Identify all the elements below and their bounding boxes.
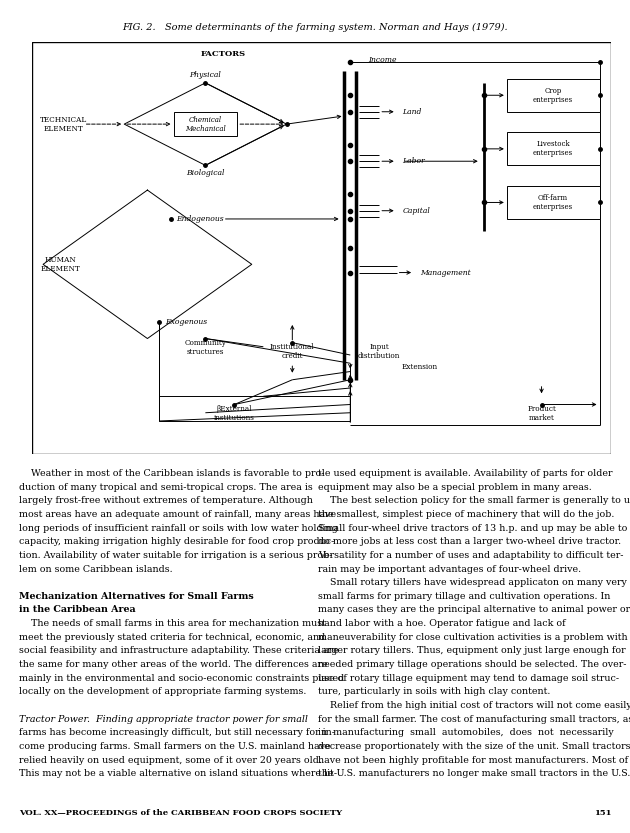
Text: Off-farm
enterprises: Off-farm enterprises [533,194,573,211]
Text: Management: Management [420,268,471,277]
Text: use of rotary tillage equipment may tend to damage soil struc-: use of rotary tillage equipment may tend… [318,674,619,683]
Text: Extension: Extension [402,363,438,372]
Text: long periods of insufficient rainfall or soils with low water holding: long periods of insufficient rainfall or… [19,523,338,532]
Text: ture, particularly in soils with high clay content.: ture, particularly in soils with high cl… [318,687,551,696]
Text: 151: 151 [593,809,611,817]
Text: largely frost-free without extremes of temperature. Although: largely frost-free without extremes of t… [19,496,312,506]
Text: HUMAN
ELEMENT: HUMAN ELEMENT [40,256,81,273]
Text: hand labor with a hoe. Operator fatigue and lack of: hand labor with a hoe. Operator fatigue … [318,619,566,628]
Text: FIG. 2.   Some determinants of the farming system. Norman and Hays (1979).: FIG. 2. Some determinants of the farming… [122,23,508,32]
Text: Chemical
Mechanical: Chemical Mechanical [185,116,226,132]
Bar [507,132,600,166]
Text: lem on some Caribbean islands.: lem on some Caribbean islands. [19,565,173,573]
Text: in the Caribbean Area: in the Caribbean Area [19,606,135,615]
Text: Labor: Labor [403,157,425,165]
Text: small farms for primary tillage and cultivation operations. In: small farms for primary tillage and cult… [318,591,610,601]
Text: Income: Income [368,56,396,64]
Text: TECHNICAL
ELEMENT: TECHNICAL ELEMENT [40,116,87,132]
Text: the U.S. manufacturers no longer make small tractors in the U.S.: the U.S. manufacturers no longer make sm… [318,770,630,778]
Text: mainly in the environmental and socio-economic constraints placed: mainly in the environmental and socio-ec… [19,674,344,683]
Text: the same for many other areas of the world. The differences are: the same for many other areas of the wor… [19,660,328,669]
Text: Exogenous: Exogenous [165,318,207,326]
Text: have not been highly profitable for most manufacturers. Most of: have not been highly profitable for most… [318,756,628,765]
Text: capacity, making irrigation highly desirable for food crop produc-: capacity, making irrigation highly desir… [19,537,335,546]
Text: do more jobs at less cost than a larger two-wheel drive tractor.: do more jobs at less cost than a larger … [318,537,621,546]
Bar [173,112,238,137]
Text: farms has become increasingly difficult, but still necessary for in-: farms has become increasingly difficult,… [19,728,335,737]
Text: Land: Land [403,107,422,116]
Text: tion. Availability of water suitable for irrigation is a serious prob-: tion. Availability of water suitable for… [19,551,333,560]
Text: in  manufacturing  small  automobiles,  does  not  necessarily: in manufacturing small automobiles, does… [318,728,614,737]
Text: maneuverability for close cultivation activities is a problem with: maneuverability for close cultivation ac… [318,633,627,641]
Text: Capital: Capital [403,207,430,215]
Text: relied heavily on used equipment, some of it over 20 years old.: relied heavily on used equipment, some o… [19,756,322,765]
Text: FACTORS: FACTORS [200,50,245,58]
Text: larger rotary tillers. Thus, equipment only just large enough for: larger rotary tillers. Thus, equipment o… [318,646,626,656]
Bar [507,186,600,219]
Text: βExternal
institutions: βExternal institutions [214,405,255,421]
Text: Physical: Physical [190,71,221,79]
Text: duction of many tropical and semi-tropical crops. The area is: duction of many tropical and semi-tropic… [19,482,312,491]
Text: The needs of small farms in this area for mechanization must: The needs of small farms in this area fo… [19,619,326,628]
Text: needed primary tillage operations should be selected. The over-: needed primary tillage operations should… [318,660,626,669]
Text: rain may be important advantages of four-wheel drive.: rain may be important advantages of four… [318,565,581,573]
Text: locally on the development of appropriate farming systems.: locally on the development of appropriat… [19,687,306,696]
Text: VOL. XX—PROCEEDINGS of the CARIBBEAN FOOD CROPS SOCIETY: VOL. XX—PROCEEDINGS of the CARIBBEAN FOO… [19,809,342,817]
Text: Weather in most of the Caribbean islands is favorable to pro-: Weather in most of the Caribbean islands… [19,469,324,478]
Bar [507,79,600,112]
Text: Mechanization Alternatives for Small Farms: Mechanization Alternatives for Small Far… [19,591,254,601]
Text: equipment may also be a special problem in many areas.: equipment may also be a special problem … [318,482,592,491]
Text: social feasibility and infrastructure adaptability. These criteria are: social feasibility and infrastructure ad… [19,646,339,656]
Text: the smallest, simplest piece of machinery that will do the job.: the smallest, simplest piece of machiner… [318,510,614,519]
Text: most areas have an adequate amount of rainfall, many areas have: most areas have an adequate amount of ra… [19,510,336,519]
Text: Livestock
enterprises: Livestock enterprises [533,140,573,157]
Text: Community
structures: Community structures [185,338,226,356]
Text: Tractor Power.  Finding appropriate tractor power for small: Tractor Power. Finding appropriate tract… [19,715,308,724]
Text: Institutional
credit: Institutional credit [270,342,314,360]
Text: The best selection policy for the small farmer is generally to use: The best selection policy for the small … [318,496,630,506]
Text: many cases they are the principal alternative to animal power or: many cases they are the principal altern… [318,606,630,615]
Text: Small rotary tillers have widespread applicaton on many very: Small rotary tillers have widespread app… [318,578,627,587]
Text: come producing farms. Small farmers on the U.S. mainland have: come producing farms. Small farmers on t… [19,742,331,751]
Text: Product
market: Product market [527,405,556,421]
Text: meet the previously stated criteria for technical, economic, and: meet the previously stated criteria for … [19,633,325,641]
Text: Versatility for a number of uses and adaptability to difficult ter-: Versatility for a number of uses and ada… [318,551,624,560]
Text: Crop
enterprises: Crop enterprises [533,87,573,104]
Text: tle used equipment is available. Availability of parts for older: tle used equipment is available. Availab… [318,469,612,478]
Text: Endogenous: Endogenous [176,215,224,223]
Text: This may not be a viable alternative on island situations where lit-: This may not be a viable alternative on … [19,770,337,778]
Text: Input
distribution: Input distribution [358,342,401,360]
Text: Relief from the high initial cost of tractors will not come easily: Relief from the high initial cost of tra… [318,701,630,710]
Text: Small four-wheel drive tractors of 13 h.p. and up may be able to: Small four-wheel drive tractors of 13 h.… [318,523,627,532]
Text: decrease proportionately with the size of the unit. Small tractors: decrease proportionately with the size o… [318,742,630,751]
Text: Biological: Biological [186,169,225,177]
Text: for the small farmer. The cost of manufacturing small tractors, as: for the small farmer. The cost of manufa… [318,715,630,724]
